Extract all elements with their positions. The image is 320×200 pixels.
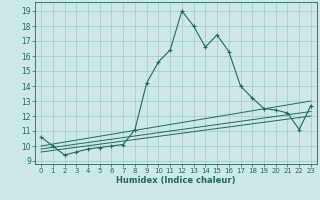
X-axis label: Humidex (Indice chaleur): Humidex (Indice chaleur) [116,176,236,185]
